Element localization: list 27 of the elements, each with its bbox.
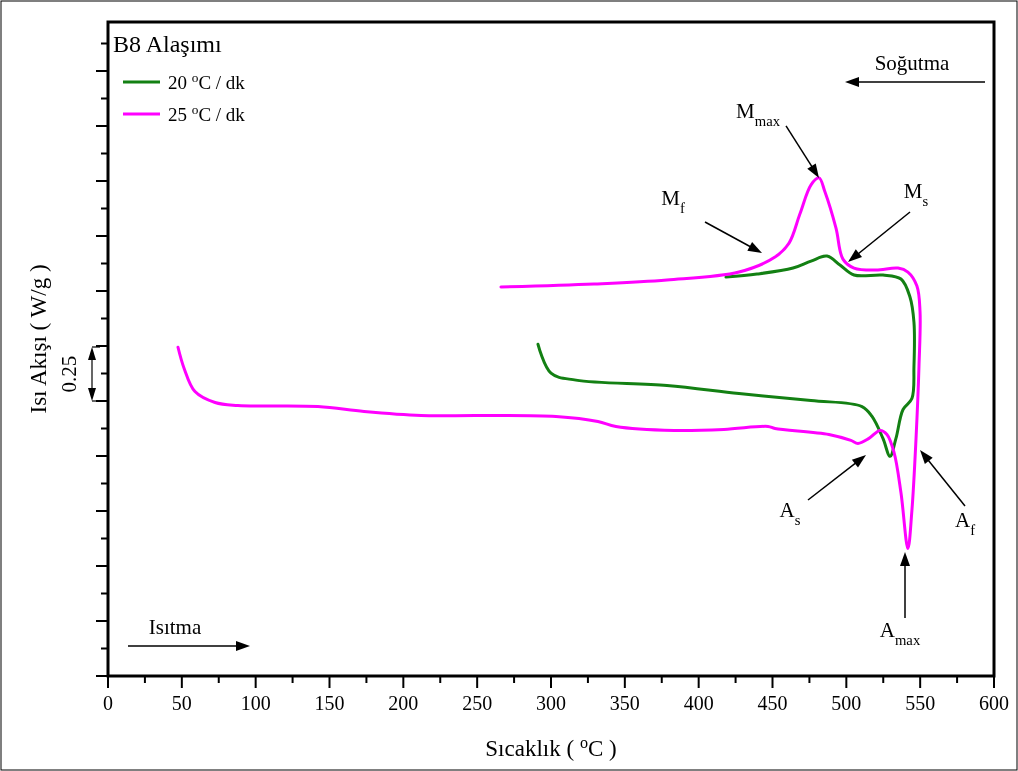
x-tick-label: 350 [609,692,640,714]
x-tick-label: 300 [536,692,566,714]
annotation: M$_{f}$ [661,186,685,216]
annotation: A$_{f}$ [954,508,976,538]
x-tick-label: 250 [462,692,493,714]
x-tick-label: 500 [831,692,862,714]
x-tick-label: 400 [683,692,714,714]
text: 0.25 [57,355,81,393]
annotation: A$_{max}$ [879,618,921,648]
x-tick-label: 50 [171,692,192,714]
x-tick-label: 200 [388,692,419,714]
annotation: A$_{s}$ [779,498,801,528]
legend-label: 25 $^{o}$C / dk [168,101,246,125]
x-tick-label: 0 [103,692,113,714]
annotation: M$_{max}$ [736,98,781,129]
x-axis-title: Sıcaklık ( $^{o}$C ) [485,733,617,761]
annotation: M$_{s}$ [903,179,929,209]
legend-label: 20 $^{o}$C / dk [168,69,246,93]
x-tick-label: 150 [314,692,345,714]
chart-title: B8 Alaşımı [113,31,223,57]
x-tick-label: 450 [757,692,788,714]
x-tick-label: 100 [240,692,271,714]
annotation: Isıtma [148,615,202,639]
x-tick-label: 550 [905,692,936,714]
text: Soğutma [874,51,951,75]
y-axis-title: Isı Akışı ( W/g ) [26,264,51,414]
x-tick-label: 600 [979,692,1009,714]
